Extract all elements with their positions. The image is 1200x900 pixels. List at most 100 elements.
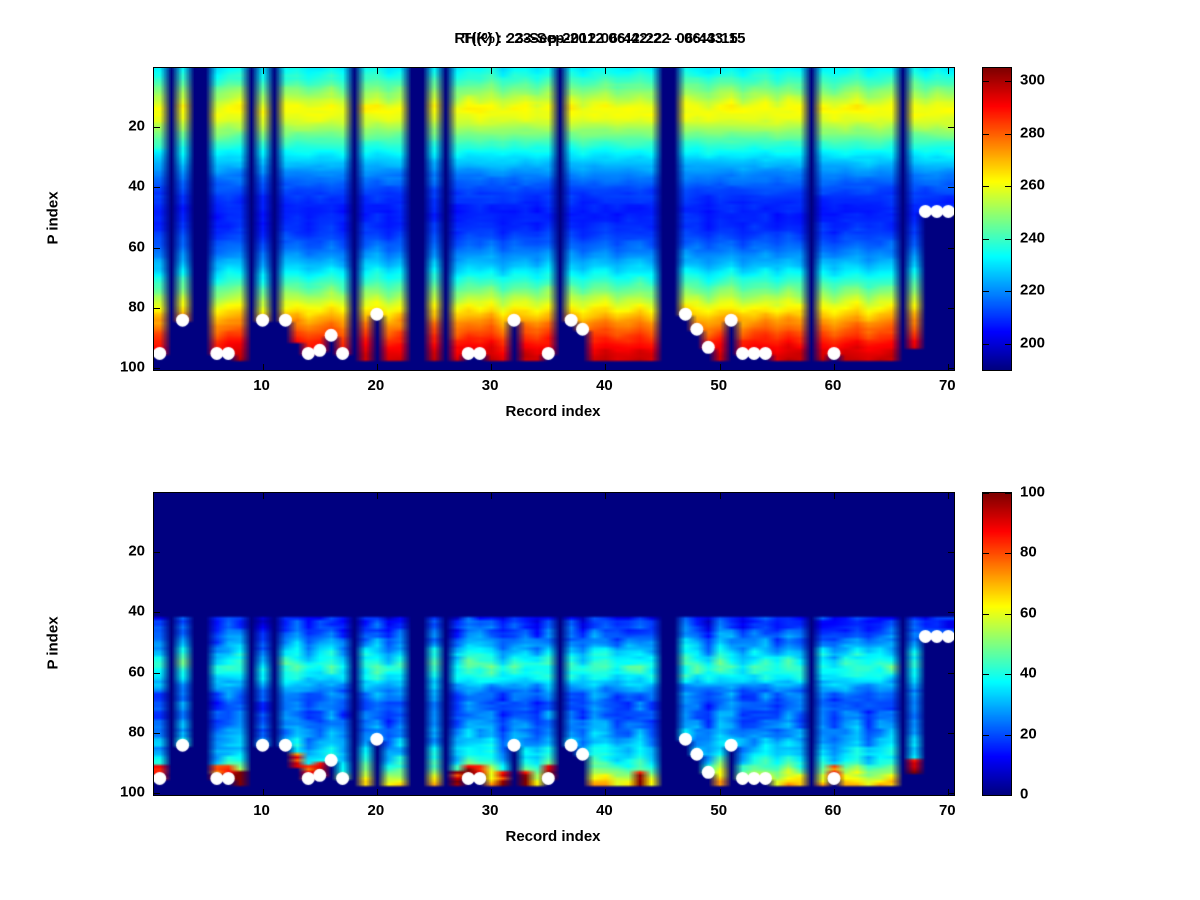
- y-tick-label: 60: [128, 663, 145, 681]
- colorbar-tick: [983, 291, 989, 293]
- x-tick: [834, 789, 835, 795]
- x-tick-top: [948, 68, 950, 74]
- colorbar-tick: [983, 493, 989, 494]
- colorbar-tick-label: 200: [1020, 334, 1046, 352]
- x-tick-label: 70: [938, 377, 956, 394]
- x-tick-top: [262, 68, 264, 74]
- y-tick-label: 20: [128, 117, 145, 135]
- x-tick-top: [491, 493, 493, 499]
- x-tick-top: [948, 493, 950, 499]
- y-tick: [154, 247, 160, 249]
- y-tick: [154, 612, 160, 614]
- y-tick: [154, 368, 160, 370]
- colorbar-tick: [983, 238, 989, 240]
- colorbar-tick-right: [1005, 493, 1011, 494]
- x-tick: [948, 789, 950, 795]
- y-tick: [154, 126, 160, 128]
- y-tick: [154, 672, 160, 674]
- colorbar-tick: [983, 186, 989, 188]
- x-tick-top: [491, 68, 493, 74]
- x-tick: [262, 789, 264, 795]
- temperature-surface-markers: [154, 68, 954, 370]
- colorbar-tick-label: 280: [1020, 124, 1046, 142]
- colorbar-tick: [983, 613, 989, 615]
- colorbar-gradient: [983, 493, 1011, 795]
- x-tick: [376, 789, 378, 795]
- x-tick-label: 20: [367, 377, 385, 394]
- temperature-heatmap-axes: [153, 67, 955, 371]
- x-tick-label: 10: [253, 802, 270, 819]
- colorbar-tick-right: [1005, 238, 1011, 240]
- y-tick: [154, 308, 160, 310]
- x-tick: [834, 364, 835, 370]
- colorbar-tick-right: [1005, 734, 1011, 736]
- colorbar-tick-label: 220: [1020, 281, 1046, 299]
- colorbar-tick-label: 40: [1020, 664, 1037, 682]
- x-tick-top: [605, 493, 607, 499]
- x-tick-top: [262, 493, 264, 499]
- x-tick-label: 30: [481, 377, 499, 394]
- humidity-yaxis-title: P index: [44, 616, 62, 670]
- x-tick-label: 10: [253, 377, 270, 394]
- colorbar-tick-right: [1005, 81, 1011, 83]
- x-tick: [719, 364, 721, 370]
- x-tick-top: [719, 493, 721, 499]
- humidity-xaxis-title: Record index: [505, 828, 601, 845]
- colorbar-tick: [983, 133, 989, 135]
- colorbar-tick: [983, 81, 989, 83]
- colorbar-tick-right: [1005, 133, 1011, 135]
- humidity-plot-title: RH(%) : 23-Sep-2012 06:42:22 - 06:43:15: [454, 30, 746, 47]
- x-tick-top: [376, 493, 378, 499]
- colorbar-tick-right: [1005, 553, 1011, 555]
- x-tick: [605, 364, 607, 370]
- x-tick-label: 40: [596, 377, 613, 394]
- x-tick-label: 70: [938, 802, 956, 819]
- humidity-surface-markers: [154, 493, 954, 795]
- colorbar-tick-label: 0: [1020, 785, 1029, 803]
- x-tick: [376, 364, 378, 370]
- temperature-plot-title: T(K) : 23-Sep-2012 06:42:22 - 06:43:15: [461, 30, 739, 47]
- x-tick: [491, 789, 493, 795]
- colorbar-tick-right: [1005, 343, 1011, 345]
- y-tick: [154, 793, 160, 795]
- colorbar-tick: [983, 734, 989, 736]
- colorbar-tick: [983, 795, 989, 796]
- x-tick: [491, 364, 493, 370]
- y-tick-label: 40: [128, 602, 145, 620]
- x-tick-label: 60: [824, 802, 842, 819]
- humidity-colorbar[interactable]: [982, 492, 1012, 796]
- humidity-heatmap-axes: [153, 492, 955, 796]
- colorbar-tick-right: [1005, 795, 1011, 796]
- temperature-colorbar[interactable]: [982, 67, 1012, 371]
- colorbar-tick-right: [1005, 186, 1011, 188]
- y-tick-right: [948, 793, 954, 795]
- y-tick-right: [948, 308, 954, 310]
- x-tick: [605, 789, 607, 795]
- humidity-subplot: RH(%) : 23-Sep-2012 06:42:22 - 06:43:15 …: [0, 30, 1200, 845]
- y-tick-right: [948, 672, 954, 674]
- x-tick-top: [834, 68, 835, 74]
- y-tick-right: [948, 126, 954, 128]
- y-tick-label: 40: [128, 177, 145, 195]
- colorbar-tick: [983, 553, 989, 555]
- y-tick-right: [948, 612, 954, 614]
- colorbar-tick-label: 20: [1020, 725, 1037, 743]
- colorbar-tick-label: 260: [1020, 176, 1046, 194]
- y-tick-right: [948, 368, 954, 370]
- y-tick: [154, 551, 160, 553]
- x-tick-top: [834, 493, 835, 499]
- x-tick-top: [605, 68, 607, 74]
- colorbar-tick-right: [1005, 674, 1011, 676]
- x-tick-label: 40: [596, 802, 613, 819]
- y-tick-right: [948, 187, 954, 189]
- y-tick: [154, 187, 160, 189]
- colorbar-tick-label: 100: [1020, 483, 1046, 501]
- colorbar-tick-label: 240: [1020, 229, 1046, 247]
- x-tick-label: 50: [710, 377, 728, 394]
- y-tick-label: 100: [119, 783, 145, 801]
- temperature-xaxis-title: Record index: [505, 403, 601, 420]
- x-tick: [719, 789, 721, 795]
- colorbar-tick-label: 80: [1020, 543, 1037, 561]
- x-tick-top: [719, 68, 721, 74]
